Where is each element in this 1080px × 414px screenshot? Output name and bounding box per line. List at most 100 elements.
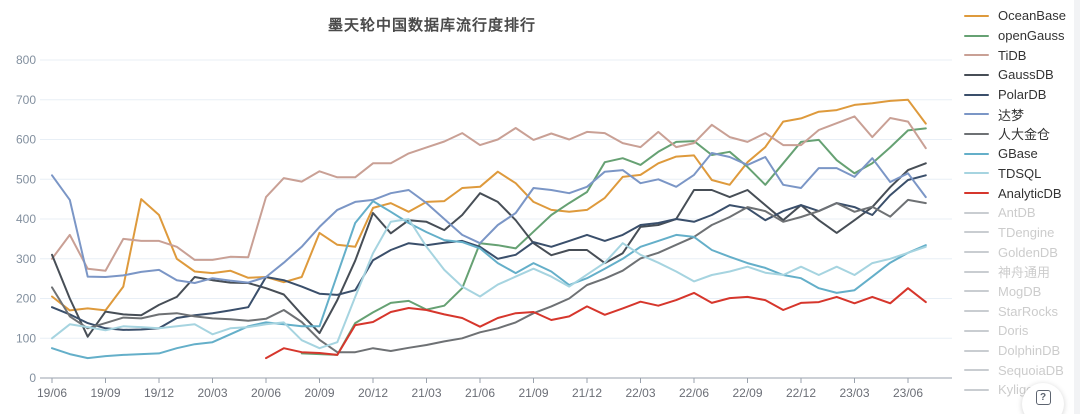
legend-label: SequoiaDB	[998, 362, 1064, 378]
legend: OceanBase openGauss TiDB GaussDB PolarDB 达梦人大…	[964, 6, 1074, 400]
svg-text:20/12: 20/12	[358, 386, 388, 400]
legend-item-PolarDB[interactable]: PolarDB	[964, 85, 1074, 105]
series-line-TiDB[interactable]	[51, 115, 927, 272]
legend-line-swatch	[964, 290, 989, 293]
question-mark-icon: ?	[1035, 390, 1051, 405]
legend-item-SequoiaDB[interactable]: SequoiaDB	[964, 360, 1074, 380]
legend-item-GoldenDB[interactable]: GoldenDB	[964, 242, 1074, 262]
legend-label: PolarDB	[998, 87, 1047, 103]
legend-line-swatch	[964, 211, 989, 214]
svg-text:700: 700	[16, 93, 36, 107]
svg-text:22/09: 22/09	[732, 386, 762, 400]
legend-item-MogDB[interactable]: MogDB	[964, 282, 1074, 302]
svg-text:23/06: 23/06	[893, 386, 923, 400]
svg-text:300: 300	[16, 252, 36, 266]
legend-label: 人大金仓	[998, 127, 1051, 143]
svg-text:19/09: 19/09	[90, 386, 120, 400]
legend-line-swatch	[964, 192, 989, 195]
svg-text:20/06: 20/06	[251, 386, 281, 400]
legend-label: GaussDB	[998, 67, 1054, 83]
legend-label: GBase	[998, 146, 1038, 162]
legend-line-swatch	[964, 231, 989, 234]
series-line-openGauss[interactable]	[300, 127, 927, 356]
chart-title: 墨天轮中国数据库流行度排行	[327, 17, 536, 34]
legend-item-StarRocks[interactable]: StarRocks	[964, 301, 1074, 321]
legend-label: OceanBase	[998, 8, 1066, 24]
legend-label: 神舟通用	[998, 265, 1051, 281]
legend-item-Doris[interactable]: Doris	[964, 321, 1074, 341]
legend-label: AnalyticDB	[998, 185, 1062, 201]
legend-line-swatch	[964, 349, 989, 352]
legend-item-GaussDB[interactable]: GaussDB	[964, 65, 1074, 85]
legend-line-swatch	[964, 73, 989, 76]
legend-label: GoldenDB	[998, 244, 1058, 260]
series-line-TDSQL[interactable]	[51, 218, 927, 350]
series-line-GBase[interactable]	[51, 200, 927, 360]
legend-label: openGauss	[998, 28, 1065, 44]
help-button[interactable]: ?	[1022, 383, 1064, 414]
legend-label: 达梦	[998, 107, 1025, 123]
page-scrollbar-track	[1074, 0, 1080, 414]
legend-item-AntDB[interactable]: AntDB	[964, 203, 1074, 223]
legend-item-GBase[interactable]: GBase	[964, 144, 1074, 164]
legend-item-openGauss[interactable]: openGauss	[964, 26, 1074, 46]
plot-area[interactable]: 0 100 200 300 400 500 600 700 800 19/06 19/09 19/12…	[0, 0, 960, 414]
legend-line-swatch	[964, 310, 989, 313]
series-line-PolarDB[interactable]	[51, 174, 927, 331]
svg-text:19/06: 19/06	[37, 386, 67, 400]
legend-line-swatch	[964, 369, 989, 372]
legend-item-神舟通用[interactable]: 神舟通用	[964, 262, 1074, 282]
legend-line-swatch	[964, 152, 989, 155]
svg-text:100: 100	[16, 331, 36, 345]
legend-label: AntDB	[998, 205, 1036, 221]
legend-item-AnalyticDB[interactable]: AnalyticDB	[964, 183, 1074, 203]
series-line-OceanBase[interactable]	[51, 98, 927, 312]
legend-item-达梦[interactable]: 达梦	[964, 104, 1074, 124]
svg-text:600: 600	[16, 133, 36, 147]
legend-line-swatch	[964, 270, 989, 273]
legend-label: DolphinDB	[998, 343, 1061, 359]
svg-text:22/06: 22/06	[679, 386, 709, 400]
legend-item-TDSQL[interactable]: TDSQL	[964, 164, 1074, 184]
legend-line-swatch	[964, 329, 989, 332]
svg-text:23/03: 23/03	[839, 386, 869, 400]
legend-item-DolphinDB[interactable]: DolphinDB	[964, 341, 1074, 361]
series-line-AnalyticDB[interactable]	[265, 287, 927, 360]
legend-item-TiDB[interactable]: TiDB	[964, 45, 1074, 65]
legend-line-swatch	[964, 14, 989, 17]
series-line-人大金仓[interactable]	[51, 198, 927, 354]
svg-text:0: 0	[29, 371, 36, 385]
svg-text:200: 200	[16, 292, 36, 306]
legend-line-swatch	[964, 34, 989, 37]
svg-text:19/12: 19/12	[144, 386, 174, 400]
svg-text:22/12: 22/12	[786, 386, 816, 400]
legend-label: StarRocks	[998, 303, 1058, 319]
legend-line-swatch	[964, 113, 989, 116]
svg-text:20/09: 20/09	[304, 386, 334, 400]
svg-text:21/09: 21/09	[518, 386, 548, 400]
legend-line-swatch	[964, 388, 989, 391]
svg-text:500: 500	[16, 172, 36, 186]
legend-line-swatch	[964, 54, 989, 57]
legend-line-swatch	[964, 132, 989, 135]
svg-text:21/12: 21/12	[572, 386, 602, 400]
svg-text:21/03: 21/03	[411, 386, 441, 400]
legend-item-OceanBase[interactable]: OceanBase	[964, 6, 1074, 26]
legend-label: TDSQL	[998, 165, 1042, 181]
svg-text:800: 800	[16, 53, 36, 67]
svg-text:20/03: 20/03	[197, 386, 227, 400]
series-line-达梦[interactable]	[51, 152, 927, 284]
legend-label: TiDB	[998, 47, 1027, 63]
svg-text:21/06: 21/06	[465, 386, 495, 400]
legend-item-TDengine[interactable]: TDengine	[964, 223, 1074, 243]
legend-label: TDengine	[998, 224, 1055, 240]
legend-line-swatch	[964, 93, 989, 96]
svg-text:22/03: 22/03	[625, 386, 655, 400]
legend-label: MogDB	[998, 283, 1042, 299]
legend-item-人大金仓[interactable]: 人大金仓	[964, 124, 1074, 144]
svg-text:400: 400	[16, 212, 36, 226]
series-line-GaussDB[interactable]	[51, 162, 927, 338]
legend-label: Doris	[998, 323, 1029, 339]
legend-line-swatch	[964, 251, 989, 254]
